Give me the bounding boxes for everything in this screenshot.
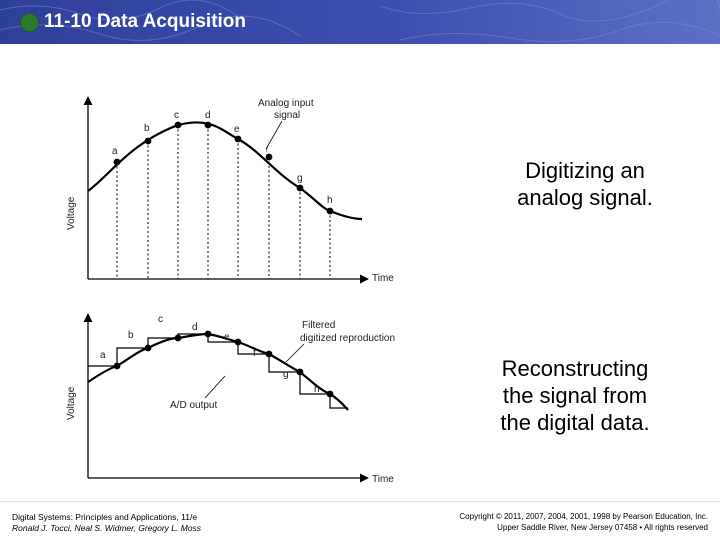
sample-point-d bbox=[204, 121, 212, 129]
point-label-b: b bbox=[128, 330, 134, 341]
sample-point-h bbox=[326, 207, 334, 215]
header-bullet bbox=[20, 13, 39, 32]
x-axis-label: Time bbox=[372, 474, 394, 485]
sample-points bbox=[113, 121, 334, 215]
point-label-h: h bbox=[327, 195, 333, 206]
footer-copyright-line1: Copyright © 2011, 2007, 2004, 2001, 1998… bbox=[459, 512, 708, 521]
point-label-f: f bbox=[253, 348, 256, 359]
header-pattern bbox=[0, 0, 720, 43]
x-axis-label: Time bbox=[372, 273, 394, 284]
sample-point-b bbox=[144, 137, 152, 145]
reconstruction-diagram: Voltage Time a b c d e f g h Filtered di… bbox=[66, 313, 395, 485]
signal-label-line1: Analog input bbox=[258, 98, 314, 109]
analog-signal bbox=[87, 121, 363, 221]
point-label-a: a bbox=[100, 350, 106, 361]
filter-label-line1: Filtered bbox=[302, 320, 335, 331]
caption-reconstructing: Reconstructing the signal from the digit… bbox=[500, 356, 650, 435]
ad-output-pointer bbox=[204, 375, 226, 399]
footer-divider bbox=[0, 501, 720, 502]
footer-copyright: Copyright © 2011, 2007, 2004, 2001, 1998… bbox=[459, 511, 708, 533]
point-label-g: g bbox=[283, 369, 289, 380]
footer-book-title: Digital Systems: Principles and Applicat… bbox=[12, 512, 198, 522]
sampling-diagram: Voltage Time a b c d e f g h Analog inpu… bbox=[66, 96, 394, 284]
sample-point-c bbox=[174, 121, 182, 129]
signal-label-pointer bbox=[265, 120, 283, 150]
ad-output-label: A/D output bbox=[170, 400, 217, 411]
sample-point-a bbox=[113, 158, 121, 166]
signal-label-line2: signal bbox=[274, 110, 300, 121]
filter-label-line2: digitized reproduction bbox=[300, 333, 395, 344]
filter-label-pointer bbox=[285, 343, 305, 363]
page-title: 11-10 Data Acquisition bbox=[44, 11, 247, 32]
point-label-c: c bbox=[174, 110, 179, 121]
point-label-d: d bbox=[192, 322, 198, 333]
point-label-f: f bbox=[266, 148, 268, 154]
caption-digitizing: Digitizing an analog signal. bbox=[517, 158, 653, 210]
point-label-a: a bbox=[112, 146, 118, 157]
footer-copyright-line2: Upper Saddle River, New Jersey 07458 • A… bbox=[497, 523, 708, 532]
sample-point-e bbox=[234, 135, 242, 143]
point-label-b: b bbox=[144, 123, 150, 134]
sample-point-f bbox=[265, 153, 273, 161]
ad-output-staircase bbox=[88, 333, 348, 409]
y-axis-label: Voltage bbox=[66, 386, 77, 420]
title-bar: 11-10 Data Acquisition bbox=[0, 0, 720, 44]
reconstructed-points bbox=[113, 330, 334, 398]
footer-book-info: Digital Systems: Principles and Applicat… bbox=[12, 512, 201, 534]
point-label-d: d bbox=[205, 110, 211, 121]
sample-point-g bbox=[296, 184, 304, 192]
point-label-e: e bbox=[234, 124, 240, 135]
point-label-g: g bbox=[297, 173, 303, 184]
sample-lines bbox=[116, 125, 331, 279]
footer-authors: Ronald J. Tocci, Neal S. Widmer, Gregory… bbox=[12, 523, 202, 533]
y-axis-label: Voltage bbox=[66, 196, 77, 230]
point-label-c: c bbox=[158, 314, 163, 325]
point-label-e: e bbox=[224, 332, 230, 343]
filtered-reproduction-curve bbox=[87, 332, 349, 411]
point-label-h: h bbox=[314, 384, 320, 395]
